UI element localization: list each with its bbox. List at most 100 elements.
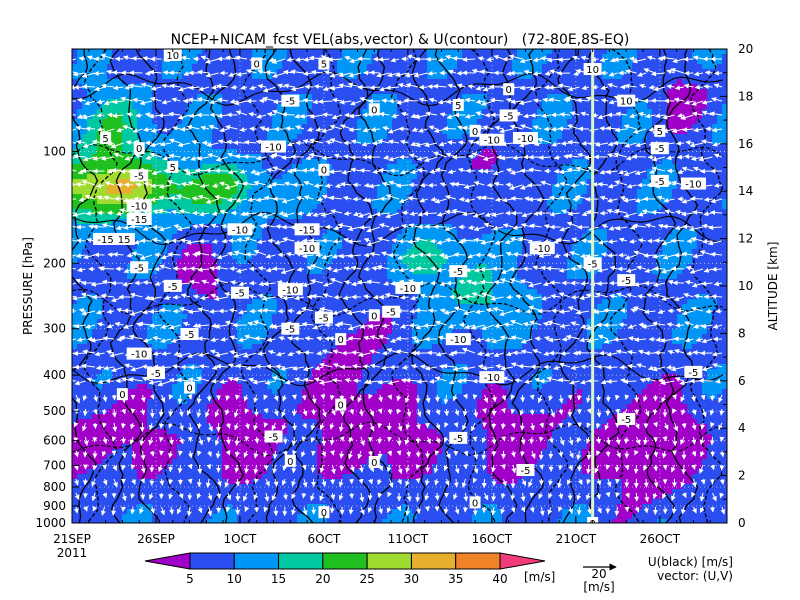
field-cell — [577, 229, 583, 235]
field-cell — [432, 69, 438, 75]
field-cell — [452, 204, 458, 210]
field-cell — [237, 144, 243, 150]
field-cell — [572, 49, 578, 55]
field-cell — [222, 109, 228, 115]
field-cell — [422, 164, 428, 170]
field-cell — [397, 214, 403, 220]
field-cell — [717, 144, 723, 150]
field-cell — [607, 164, 613, 170]
field-cell — [177, 159, 183, 165]
field-cell — [147, 179, 153, 185]
field-cell — [532, 119, 538, 125]
field-cell — [617, 154, 623, 160]
field-cell — [527, 109, 533, 115]
field-cell — [582, 129, 588, 135]
field-cell — [247, 129, 253, 135]
field-cell — [637, 149, 643, 155]
field-cell — [392, 214, 398, 220]
field-cell — [722, 79, 727, 85]
field-cell — [347, 74, 353, 80]
field-cell — [672, 224, 678, 230]
field-cell — [347, 104, 353, 110]
field-cell — [502, 144, 508, 150]
field-cell — [627, 119, 633, 125]
field-cell — [147, 59, 153, 65]
field-cell — [377, 189, 383, 195]
field-cell — [437, 94, 443, 100]
field-cell — [192, 109, 198, 115]
field-cell — [207, 214, 213, 220]
field-cell — [242, 59, 248, 65]
field-cell — [637, 224, 643, 230]
field-cell — [707, 159, 713, 165]
field-cell — [612, 134, 618, 140]
field-cell — [182, 59, 188, 65]
field-cell — [192, 104, 198, 110]
field-cell — [252, 49, 258, 55]
field-cell — [717, 94, 723, 100]
field-cell — [152, 159, 158, 165]
field-cell — [212, 79, 218, 85]
field-cell — [92, 109, 98, 115]
field-cell — [197, 49, 203, 55]
field-cell — [267, 94, 273, 100]
field-cell — [217, 194, 223, 200]
field-cell — [447, 124, 453, 130]
field-cell — [707, 54, 713, 60]
field-cell — [157, 124, 163, 130]
field-cell — [167, 144, 173, 150]
field-cell — [237, 149, 243, 155]
field-cell — [292, 79, 298, 85]
field-cell — [347, 49, 353, 55]
field-cell — [547, 169, 553, 175]
field-cell — [657, 84, 663, 90]
field-cell — [632, 69, 638, 75]
field-cell — [182, 109, 188, 115]
field-cell — [377, 214, 383, 220]
field-cell — [422, 154, 428, 160]
field-cell — [467, 214, 473, 220]
field-cell — [512, 69, 518, 75]
field-cell — [392, 234, 398, 240]
field-cell — [177, 109, 183, 115]
field-cell — [162, 119, 168, 125]
field-cell — [287, 179, 293, 185]
field-cell — [422, 134, 428, 140]
field-cell — [442, 104, 448, 110]
field-cell — [677, 54, 683, 60]
field-cell — [722, 209, 727, 215]
field-cell — [192, 114, 198, 120]
field-cell — [427, 139, 433, 145]
field-cell — [167, 114, 173, 120]
field-cell — [437, 104, 443, 110]
field-cell — [602, 234, 608, 240]
field-cell — [242, 219, 248, 225]
field-cell — [162, 169, 168, 175]
field-cell — [392, 89, 398, 95]
field-cell — [132, 89, 138, 95]
field-cell — [597, 219, 603, 225]
field-cell — [562, 59, 568, 65]
field-cell — [432, 204, 438, 210]
field-cell — [722, 89, 727, 95]
field-cell — [277, 94, 283, 100]
field-cell — [202, 169, 208, 175]
field-cell — [472, 204, 478, 210]
field-cell — [222, 54, 228, 60]
field-cell — [142, 124, 148, 130]
field-cell — [572, 79, 578, 85]
field-cell — [547, 204, 553, 210]
field-cell — [592, 74, 598, 80]
field-cell — [287, 74, 293, 80]
field-cell — [607, 119, 613, 125]
field-cell — [572, 84, 578, 90]
field-cell — [117, 59, 123, 65]
field-cell — [307, 89, 313, 95]
field-cell — [582, 99, 588, 105]
field-cell — [367, 124, 373, 130]
field-cell — [582, 89, 588, 95]
field-cell — [342, 194, 348, 200]
field-cell — [682, 89, 688, 95]
field-cell — [542, 59, 548, 65]
